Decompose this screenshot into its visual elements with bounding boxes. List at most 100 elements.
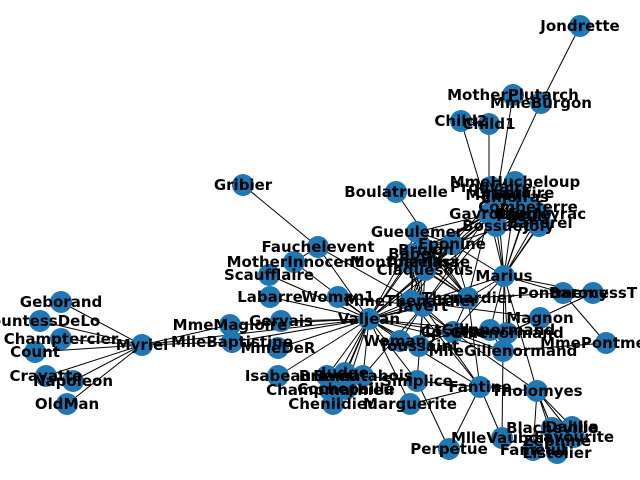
node-label-bamatabois: Bamatabois: [313, 367, 413, 385]
edge-mlle-vaubois-mlle-gillenormand: [501, 350, 504, 439]
node-label-brevet: Brevet: [299, 367, 355, 385]
node-mme-pontmercy: [595, 332, 617, 354]
node-label-valjean: Valjean: [338, 310, 400, 328]
node-valjean: [358, 308, 380, 330]
nodes-layer: [24, 15, 617, 464]
edge-valjean-gervais: [280, 318, 370, 322]
node-eponine: [441, 233, 463, 255]
node-label-eponine: Eponine: [418, 235, 486, 253]
node-label-mother-innocent: MotherInnocent: [227, 253, 362, 271]
node-gueulemer: [406, 221, 428, 243]
node-boulatruelle: [385, 181, 407, 203]
edge-marius-tholomyes: [503, 275, 538, 392]
node-toussaint: [408, 335, 430, 357]
edge-child2-gavroche: [460, 120, 490, 215]
node-label-mother-plutarch: MotherPlutarch: [447, 86, 579, 104]
node-label-mme-burgon: MmeBurgon: [490, 94, 592, 112]
node-label-chenildieu: Chenildieu: [288, 395, 378, 413]
node-lt-gillenormand: [479, 319, 501, 341]
node-label-mme-thenardier: MmeThenardier: [344, 292, 478, 310]
node-gribier: [232, 174, 254, 196]
node-tholomyes: [526, 380, 548, 402]
node-label-joly: Joly: [523, 217, 555, 235]
node-label-cochepaille: Cochepaille: [297, 380, 395, 398]
edge-marius-valjean: [368, 275, 505, 320]
node-label-isabeau: Isabeau: [245, 367, 311, 385]
node-label-judge: Judge: [320, 364, 369, 382]
node-chenildieu: [322, 393, 344, 415]
node-label-gribier: Gribier: [214, 176, 273, 194]
node-joly: [528, 215, 550, 237]
node-label-cosette: Cosette: [421, 323, 486, 341]
node-old-man: [56, 393, 78, 415]
node-label-fantine: Fantine: [448, 378, 511, 396]
edge-valjean-mme-de-r: [277, 318, 370, 349]
node-perpetue: [438, 438, 460, 460]
node-label-gillenormand: Gillenormand: [450, 324, 563, 342]
node-label-gueulemer: Gueulemer: [371, 223, 464, 241]
edge-mother-plutarch-mabeuf: [496, 94, 514, 196]
node-labarre: [259, 286, 281, 308]
node-label-feuilly: Feuilly: [496, 207, 552, 225]
edge-claquesous-enjolras: [424, 196, 516, 271]
node-label-magnon: Magnon: [506, 309, 573, 327]
node-myriel: [131, 334, 153, 356]
node-mlle-gillenormand: [492, 340, 514, 362]
edge-gueulemer-gavroche: [416, 213, 490, 233]
node-woman2: [389, 330, 411, 352]
node-label-listolier: Listolier: [523, 444, 593, 462]
node-label-tholomyes: Tholomyes: [491, 382, 582, 400]
node-cochepaille: [335, 378, 357, 400]
node-brevet: [316, 365, 338, 387]
node-label-baroness-t: BaronessT: [549, 284, 638, 302]
node-cravatte: [35, 365, 57, 387]
node-javert: [412, 295, 434, 317]
node-label-cravatte: Cravatte: [10, 367, 83, 385]
edge-baroness-t-marius: [503, 275, 594, 294]
node-fauchelevent: [307, 236, 329, 258]
node-label-mabeuf: Mabeuf: [465, 186, 529, 204]
node-bamatabois: [352, 365, 374, 387]
edge-count-myriel: [34, 344, 143, 353]
node-label-gervais: Gervais: [249, 312, 313, 330]
edge-scaufflaire-valjean: [268, 274, 370, 320]
edge-valjean-mlle-baptistine: [231, 318, 370, 343]
node-label-mme-pontmercy: MmePontmercy: [540, 334, 640, 352]
node-mme-de-r: [267, 337, 289, 359]
edge-marius-cosette: [452, 275, 505, 333]
node-baroness-t: [582, 282, 604, 304]
node-label-marius: Marius: [475, 267, 532, 285]
node-label-prouvaire: Prouvaire: [450, 178, 532, 196]
node-label-champtercier: Champtercier: [4, 330, 119, 348]
node-label-bahorel: Bahorel: [507, 214, 572, 232]
edge-fantine-perpetue: [448, 386, 481, 450]
node-montparnasse: [399, 251, 421, 273]
node-label-boulatruelle: Boulatruelle: [344, 183, 448, 201]
edge-fauchelevent-valjean: [317, 246, 370, 320]
node-pontmercy: [552, 282, 574, 304]
node-label-child1: Child1: [462, 115, 515, 133]
node-jondrette: [569, 15, 591, 37]
node-label-mlle-vaubois: MlleVaubois: [451, 429, 553, 447]
edge-old-man-myriel: [66, 344, 143, 405]
node-marguerite: [399, 393, 421, 415]
node-geborand: [50, 291, 72, 313]
node-label-enjolras: Enjolras: [481, 188, 549, 206]
node-label-mlle-baptistine: MlleBaptistine: [171, 333, 293, 351]
node-label-child2: Child2: [434, 112, 487, 130]
node-label-scaufflaire: Scaufflaire: [224, 266, 314, 284]
node-woman1: [327, 286, 349, 308]
edge-mlle-baptistine-myriel: [141, 341, 233, 346]
node-cosette: [442, 321, 464, 343]
edge-gribier-fauchelevent: [242, 184, 319, 248]
node-mother-innocent: [283, 251, 305, 273]
node-label-mme-hucheloup: MmeHucheloup: [450, 173, 581, 191]
node-label-toussaint: Toussaint: [379, 337, 459, 355]
node-label-marguerite: Marguerite: [363, 395, 457, 413]
node-label-woman1: Woman1: [301, 288, 374, 306]
edge-fantine-marguerite: [409, 386, 481, 405]
node-label-countess-de-lo: CountessDeLo: [0, 312, 100, 330]
node-prouvaire: [480, 176, 502, 198]
node-label-mme-magloire: MmeMagloire: [173, 316, 288, 334]
